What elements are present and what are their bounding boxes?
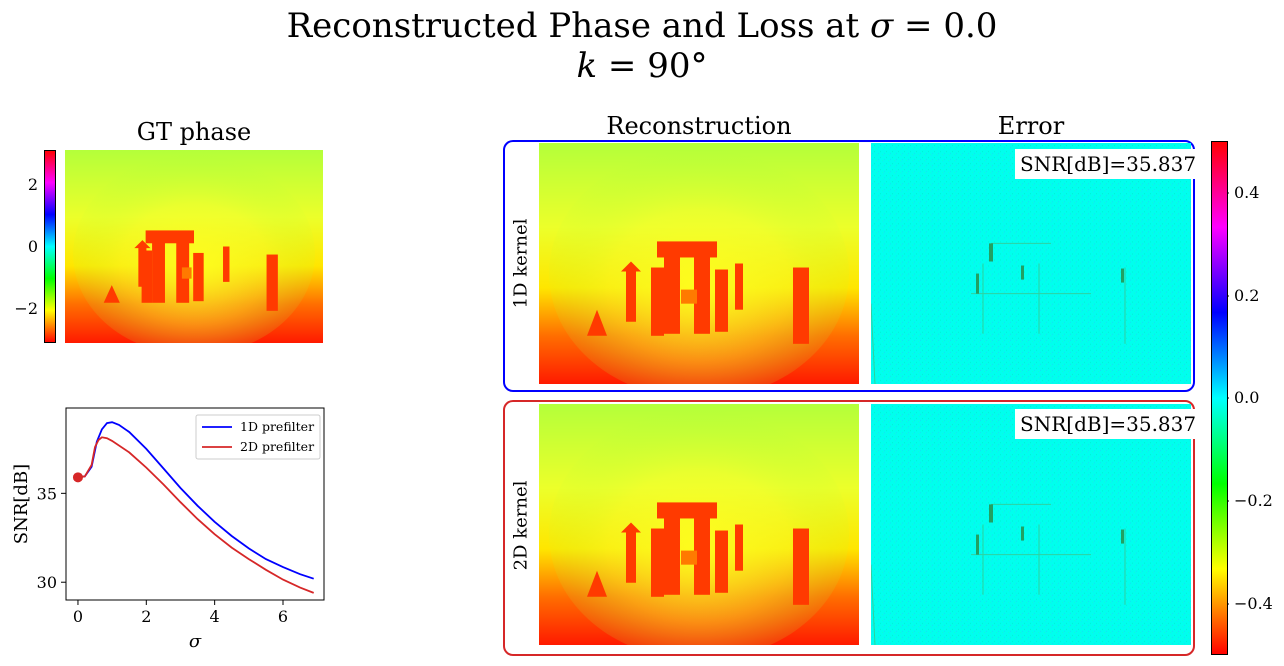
legend-entry: 2D prefilter [240,439,314,454]
x-tick-label: 0 [73,607,83,626]
x-tick-label: 4 [210,607,220,626]
error-colorbar-tick: 0.2 [1234,286,1260,305]
current-sigma-marker [72,472,83,483]
row-label-1d-kernel: 1D kernel [510,218,532,309]
error-colorbar-tick: −0.2 [1234,491,1273,510]
series-line-2d-prefilter [77,436,315,594]
gt-colorbar-tick: −2 [14,299,38,318]
column-title-reconstruction: Reconstruction [606,112,792,140]
snr-annotation-1d: SNR[dB]=35.837 [1015,149,1202,179]
legend-box [195,414,321,460]
snr-annotation-2d: SNR[dB]=35.837 [1015,409,1202,439]
error-colorbar-tick: 0.0 [1234,388,1260,407]
row-frame-2d-kernel [503,400,1195,656]
column-title-error: Error [997,112,1065,140]
gt-colorbar-tick: 0 [27,237,38,256]
reconstruction-2d-image [539,404,859,645]
gt-colorbar-tick: 2 [27,175,38,194]
reconstruction-1d-image [539,143,859,384]
gt-phase-colorbar [44,150,56,343]
x-tick-label: 6 [278,607,288,626]
figure-title-line2: k = 90° [576,46,708,86]
error-colorbar-tick: 0.4 [1234,183,1260,202]
row-frame-1d-kernel [503,140,1195,392]
y-tick-label: 35 [37,484,57,503]
y-tick-label: 30 [37,573,57,592]
error-2d-image [871,404,1191,645]
row-label-2d-kernel: 2D kernel [510,480,532,571]
snr-x-axis-label: σ [189,631,202,652]
x-tick-label: 2 [141,607,151,626]
legend-entry: 1D prefilter [240,419,314,434]
figure-title-line1: Reconstructed Phase and Loss at σ = 0.0 [286,6,998,46]
gt-phase-image [65,150,323,343]
error-1d-image [871,143,1191,384]
snr-y-axis-label: SNR[dB] [11,464,32,544]
snr-chart: 0 2 4 6 30 35 1D prefilter 2D prefilter σ SNR[… [11,407,325,652]
error-colorbar-tick: −0.4 [1234,594,1273,613]
gt-phase-title: GT phase [136,118,252,146]
error-colorbar [1211,141,1229,655]
